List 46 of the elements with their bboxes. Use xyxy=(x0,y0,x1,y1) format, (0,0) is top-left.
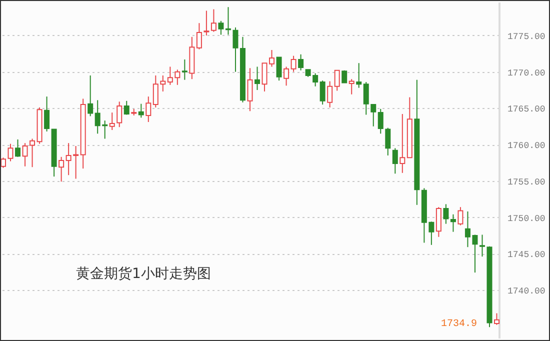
candlestick xyxy=(334,70,340,92)
candlestick xyxy=(109,112,115,130)
y-tick-label: 1770.00 xyxy=(508,68,546,78)
candlestick xyxy=(298,54,304,71)
y-tick-label: 1750.00 xyxy=(508,214,546,224)
candlestick xyxy=(290,55,296,72)
candlestick xyxy=(276,56,282,82)
candlestick xyxy=(342,70,348,84)
candlestick xyxy=(450,214,456,232)
y-tick-label: 1740.00 xyxy=(508,286,546,296)
candlestick xyxy=(400,114,406,174)
candlestick xyxy=(436,206,442,238)
candlestick xyxy=(116,101,122,128)
candlestick xyxy=(44,96,50,132)
annotation: 黄金期货1小时走势图 xyxy=(76,266,211,282)
candlestick xyxy=(356,62,362,88)
candlestick xyxy=(124,100,130,116)
y-tick-label: 1755.00 xyxy=(508,177,546,188)
y-tick-label: 1760.00 xyxy=(508,141,546,152)
y-tick-label: 1775.00 xyxy=(508,32,546,42)
candlestick xyxy=(146,96,152,122)
candlestick xyxy=(138,103,144,118)
candlestick xyxy=(320,80,326,106)
candlestick xyxy=(58,156,64,182)
candlestick xyxy=(232,26,238,72)
y-tick-label: 1765.00 xyxy=(508,104,546,115)
y-tick-label: 1745.00 xyxy=(508,250,546,260)
candlestick xyxy=(494,312,500,326)
candlestick xyxy=(88,74,94,117)
candlestick xyxy=(348,78,354,95)
candlestick xyxy=(378,108,384,134)
candlestick xyxy=(443,204,449,224)
candlestick xyxy=(254,66,260,90)
candlestick xyxy=(225,6,231,36)
annotation: 1734.9 xyxy=(440,319,477,330)
candlestick xyxy=(458,206,464,226)
candlestick xyxy=(392,148,398,174)
candlestick xyxy=(385,127,391,156)
candlestick xyxy=(8,143,14,162)
candlestick xyxy=(182,58,188,80)
candlestick xyxy=(327,80,333,108)
candlestick xyxy=(284,66,290,86)
candlestick xyxy=(210,8,216,32)
candlestick xyxy=(15,138,21,158)
candlestick xyxy=(247,68,253,112)
candlestick xyxy=(218,20,224,36)
